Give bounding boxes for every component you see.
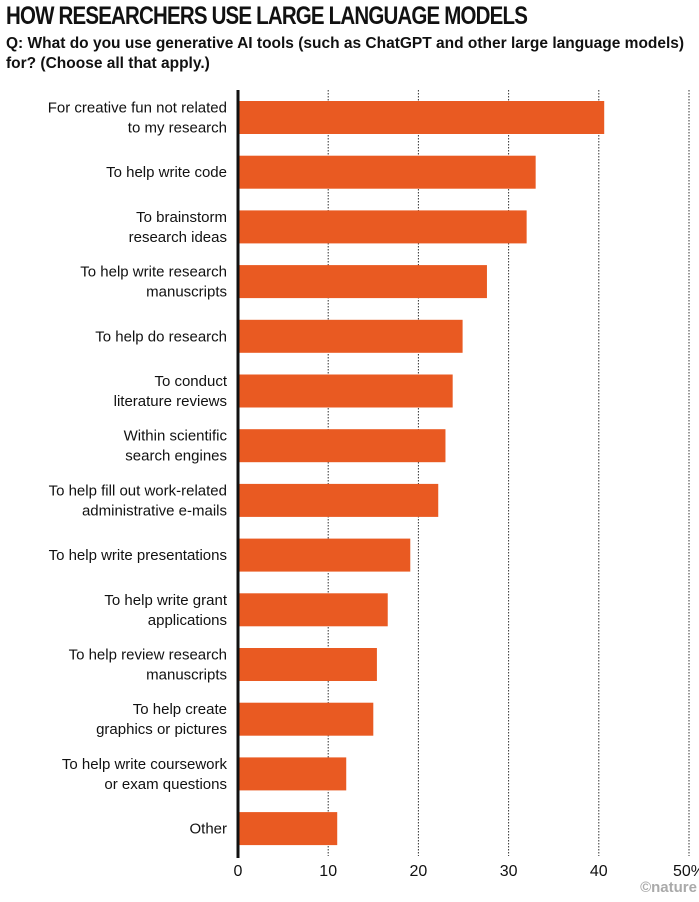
- category-label: To help do research: [95, 328, 227, 345]
- bar: [238, 757, 347, 791]
- category-label: To help write research: [80, 264, 227, 281]
- x-tick-label: 20: [410, 863, 428, 880]
- category-label: research ideas: [129, 229, 227, 246]
- bar: [238, 210, 527, 244]
- category-label: To brainstorm: [136, 209, 227, 226]
- category-label: To help fill out work-related: [49, 482, 227, 499]
- x-tick-label: 30: [500, 863, 518, 880]
- bar: [238, 374, 453, 408]
- bar: [238, 155, 536, 189]
- chart-subtitle: Q: What do you use generative AI tools (…: [6, 35, 685, 72]
- category-label: graphics or pictures: [96, 721, 227, 738]
- category-label: To help create: [133, 701, 227, 718]
- category-label: To help write presentations: [49, 547, 227, 564]
- category-label: to my research: [128, 120, 227, 137]
- bar: [238, 593, 388, 627]
- x-tick-label: 50%: [673, 863, 699, 880]
- category-label: To help review research: [69, 647, 227, 664]
- bar: [238, 483, 439, 517]
- category-label: To help write coursework: [62, 756, 228, 773]
- bar: [238, 702, 374, 736]
- category-label: For creative fun not related: [48, 100, 227, 117]
- category-label: Within scientific: [124, 428, 228, 445]
- category-label: applications: [148, 612, 227, 629]
- bar: [238, 101, 605, 134]
- bar: [238, 429, 446, 463]
- category-label: search engines: [125, 448, 227, 465]
- bar: [238, 648, 377, 681]
- bar: [238, 265, 487, 299]
- category-label: administrative e-mails: [82, 502, 227, 519]
- x-tick-label: 40: [590, 863, 608, 880]
- credit-logo: ©nature: [640, 879, 697, 896]
- category-label: To conduct: [154, 373, 227, 390]
- category-label: To help write grant: [104, 592, 227, 609]
- category-label: manuscripts: [146, 667, 227, 684]
- bar: [238, 812, 338, 846]
- x-tick-label: 0: [234, 863, 243, 880]
- chart-title: HOW RESEARCHERS USE LARGE LANGUAGE MODEL…: [6, 2, 528, 30]
- bar: [238, 538, 411, 572]
- category-label: To help write code: [106, 164, 227, 181]
- category-label: or exam questions: [104, 776, 227, 793]
- bar: [238, 319, 463, 353]
- x-tick-label: 10: [319, 863, 337, 880]
- category-label: manuscripts: [146, 284, 227, 301]
- category-label: literature reviews: [114, 393, 227, 410]
- category-label: Other: [189, 821, 227, 838]
